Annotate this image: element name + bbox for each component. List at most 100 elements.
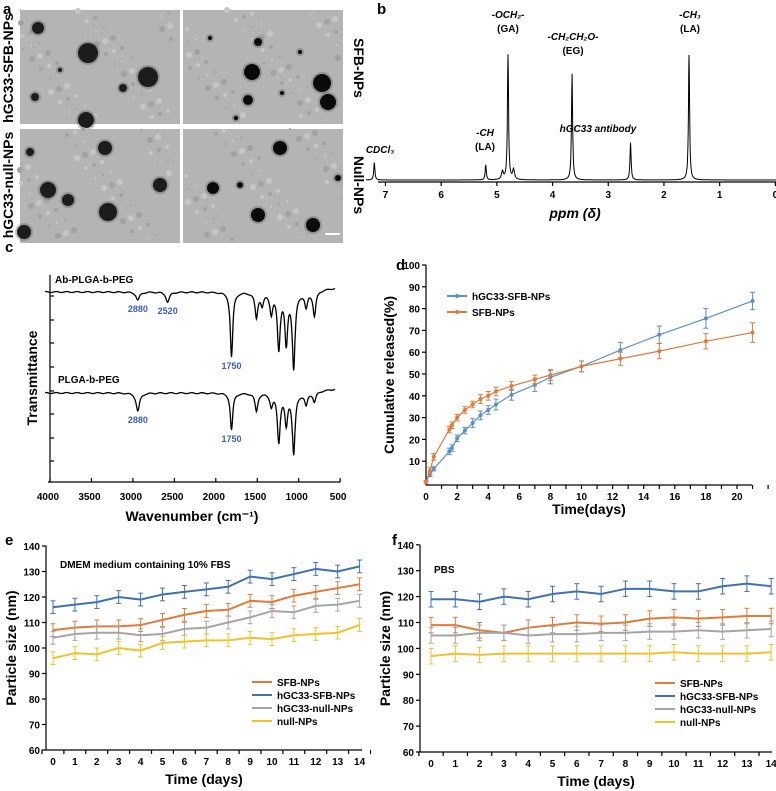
- error-bar: [72, 597, 78, 612]
- x-tick-label: 5: [494, 190, 500, 201]
- tem-texture: [279, 56, 281, 58]
- tem-texture: [81, 127, 85, 131]
- x-tick-label: 2000: [203, 492, 226, 503]
- nanoparticle: [40, 182, 56, 198]
- tem-texture: [57, 75, 59, 77]
- error-bar: [225, 633, 231, 648]
- tem-texture: [30, 45, 32, 47]
- data-point: [462, 428, 467, 433]
- nanoparticle: [251, 208, 265, 222]
- nanoparticle: [298, 50, 302, 54]
- tem-texture: [110, 171, 112, 173]
- tem-texture: [224, 7, 230, 13]
- peak-label: CDCl₃: [366, 145, 394, 156]
- peak-label-group: (LA): [680, 24, 700, 35]
- data-point: [424, 479, 428, 484]
- tem-texture: [48, 225, 50, 227]
- tem-texture: [326, 33, 330, 37]
- tem-texture: [175, 156, 177, 158]
- tem-texture: [204, 232, 210, 238]
- tem-texture: [278, 203, 280, 205]
- error-bar: [574, 625, 580, 643]
- tem-label-hgc33-null: hGC33-null-NPs: [0, 132, 16, 239]
- tem-texture: [250, 184, 256, 190]
- tem-texture: [288, 78, 292, 82]
- nanoparticle: [313, 74, 331, 92]
- tem-texture: [146, 223, 150, 227]
- x-tick-label: 1: [72, 757, 78, 768]
- x-axis-label: Wavenumber (cm⁻¹): [126, 508, 259, 524]
- nanoparticle: [234, 116, 238, 120]
- error-bar: [501, 624, 507, 642]
- error-bar: [525, 590, 531, 608]
- x-tick-label: 9: [247, 757, 253, 768]
- error-bar: [550, 585, 555, 603]
- nanoparticle: [17, 225, 31, 239]
- x-tick-label: 2500: [161, 492, 184, 503]
- tem-texture: [195, 38, 197, 40]
- error-bar: [744, 575, 750, 592]
- tem-texture: [258, 181, 264, 187]
- tem-texture: [280, 81, 284, 85]
- panel-label-d: d: [396, 257, 405, 274]
- tem-texture: [35, 175, 39, 179]
- error-bar: [477, 646, 483, 664]
- x-tick-label: 5: [550, 759, 556, 770]
- error-bar: [203, 604, 209, 618]
- tem-texture: [128, 215, 134, 221]
- ftir-spectrum-line: [44, 287, 336, 371]
- band-label: 2520: [158, 306, 178, 316]
- y-axis-label: Particle size (nm): [3, 590, 19, 705]
- x-tick-label: 13: [741, 759, 753, 770]
- nanoparticle: [78, 112, 94, 128]
- x-tick-label: 4: [485, 492, 491, 503]
- tem-texture: [297, 236, 299, 238]
- x-tick-label: 6: [182, 757, 188, 768]
- data-point: [462, 407, 467, 412]
- x-tick-label: 0: [50, 757, 56, 768]
- tem-texture: [324, 19, 330, 25]
- tem-texture: [240, 112, 246, 118]
- tem-texture: [260, 23, 262, 25]
- tem-texture: [316, 158, 318, 160]
- legend-label: SFB-NPs: [277, 678, 320, 689]
- error-bar: [428, 647, 434, 665]
- tem-texture: [114, 63, 116, 65]
- tem-texture: [335, 55, 341, 61]
- tem-texture: [74, 155, 80, 161]
- y-tick-label: 100: [23, 644, 40, 655]
- data-point: [750, 330, 755, 335]
- tem-texture: [186, 188, 188, 190]
- error-bar: [138, 643, 144, 658]
- nmr-spectrum-line: [366, 54, 776, 181]
- tem-texture: [205, 85, 211, 91]
- tem-texture: [87, 33, 89, 35]
- tem-texture: [37, 53, 43, 59]
- nanoparticle: [244, 64, 260, 80]
- x-tick-label: 0: [428, 759, 434, 770]
- tem-texture: [276, 189, 280, 193]
- error-bar: [291, 567, 297, 581]
- data-point: [509, 392, 514, 397]
- tem-texture: [82, 152, 88, 158]
- y-tick-label: 60: [409, 348, 421, 359]
- x-tick-label: 18: [700, 492, 712, 503]
- tem-texture: [214, 71, 216, 73]
- tem-texture: [299, 114, 303, 118]
- x-tick-label: 3500: [78, 492, 101, 503]
- y-tick-label: 70: [29, 721, 41, 732]
- tem-texture: [129, 68, 135, 74]
- x-tick-label: 10: [668, 759, 680, 770]
- data-point: [657, 332, 662, 337]
- y-tick-label: 60: [403, 748, 415, 759]
- tem-texture: [140, 129, 142, 131]
- error-bar: [647, 623, 653, 640]
- legend-label: SFB-NPs: [680, 679, 723, 690]
- tem-texture: [203, 207, 207, 211]
- data-point: [455, 415, 460, 420]
- tem-texture: [103, 27, 105, 29]
- x-axis-label: ppm (δ): [548, 205, 601, 221]
- y-tick-label: 120: [23, 593, 40, 604]
- tem-texture: [73, 130, 77, 134]
- tem-texture: [261, 48, 265, 52]
